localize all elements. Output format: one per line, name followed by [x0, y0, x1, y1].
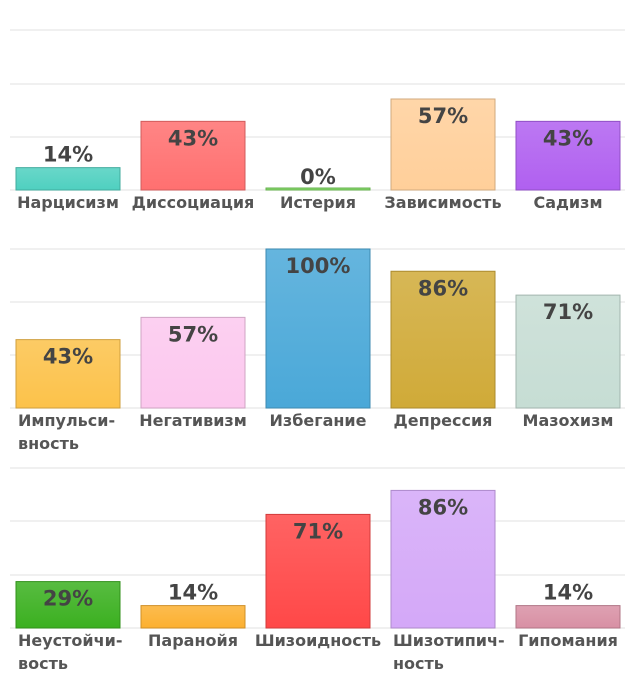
category-label: Диссоциация [132, 193, 255, 212]
bar-value-label: 29% [43, 587, 93, 611]
chart-panel-1: 14% Нарцисизм 43% Диссоциация 0% Истерия 57% За… [10, 29, 625, 212]
category-label: Мазохизм [523, 411, 614, 430]
category-label: Гипомания [518, 631, 618, 650]
bar-value-label: 43% [43, 345, 93, 369]
chart-panel-2: 43% Импульси-вность 57% Негативизм 100% Избег… [10, 248, 625, 453]
bar-value-label: 14% [168, 581, 218, 605]
bar-value-label: 0% [300, 165, 336, 189]
bar-value-label: 14% [43, 143, 93, 167]
bar [140, 120, 246, 191]
bar [265, 513, 371, 629]
bar-value-label: 71% [293, 519, 343, 543]
category-label: вость [18, 654, 68, 673]
bar [15, 167, 121, 191]
bar-value-label: 43% [168, 126, 218, 150]
bar-value-label: 57% [418, 104, 468, 128]
bar [140, 605, 246, 629]
category-label: Неустойчи- [18, 631, 122, 650]
category-label: ность [393, 654, 444, 673]
category-label: Шизоидность [255, 631, 381, 650]
bar-value-label: 14% [543, 581, 593, 605]
bar [390, 98, 496, 191]
bar [390, 270, 496, 409]
bar [265, 248, 371, 409]
bar [390, 489, 496, 629]
bar [515, 294, 621, 409]
category-label: Импульси- [18, 411, 115, 430]
category-label: Зависимость [384, 193, 501, 212]
category-label: Негативизм [139, 411, 247, 430]
bar-value-label: 43% [543, 126, 593, 150]
bar [515, 120, 621, 191]
bar [265, 187, 371, 191]
category-label: Шизотипич- [393, 631, 505, 650]
bar [15, 581, 121, 629]
category-label: Депрессия [394, 411, 493, 430]
bar-value-label: 86% [418, 495, 468, 519]
bar [140, 316, 246, 409]
bar-value-label: 71% [543, 300, 593, 324]
category-label: Садизм [533, 193, 602, 212]
bar [15, 339, 121, 409]
bar-value-label: 100% [286, 254, 351, 278]
category-label: Паранойя [148, 631, 238, 650]
category-label: вность [18, 434, 79, 453]
bar [515, 605, 621, 629]
category-label: Нарцисизм [17, 193, 119, 212]
chart-panel-3: 29% Неустойчи-вость 14% Паранойя 71% Шизоидно… [10, 467, 625, 673]
category-label: Истерия [280, 193, 356, 212]
bar-value-label: 86% [418, 276, 468, 300]
category-label: Избегание [270, 411, 367, 430]
bar-value-label: 57% [168, 322, 218, 346]
